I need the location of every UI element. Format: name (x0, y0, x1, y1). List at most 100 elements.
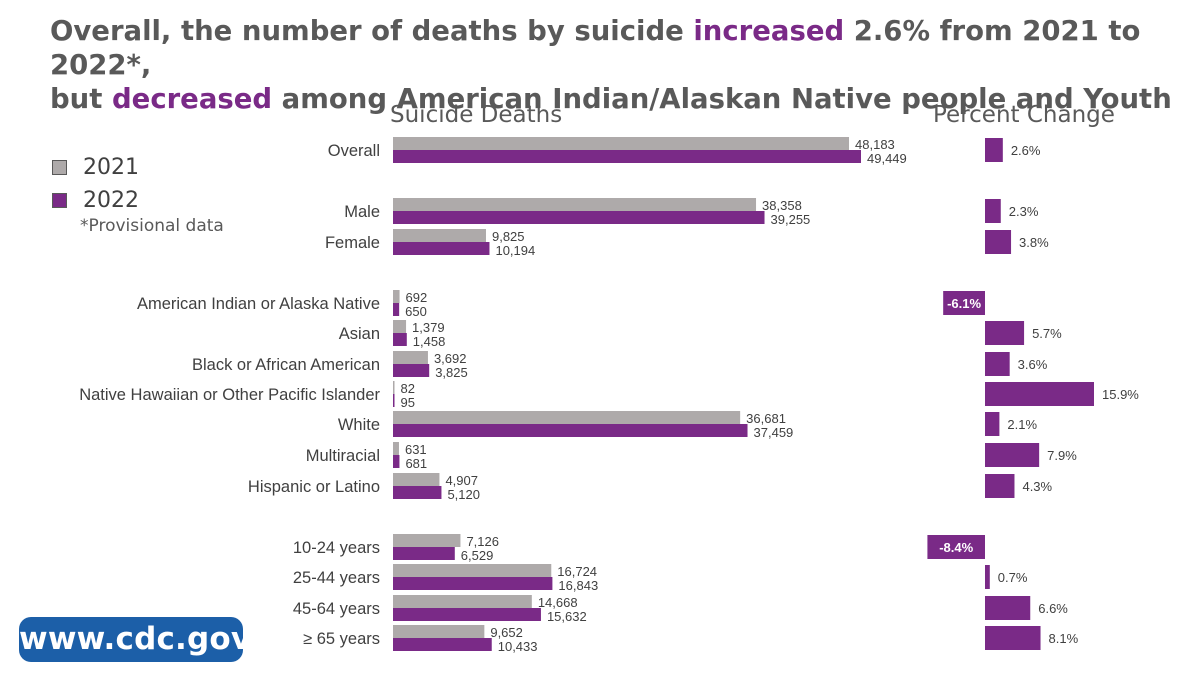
pct-label-asian: 5.7% (1032, 326, 1062, 341)
bar-2021-25-44-years (393, 564, 552, 577)
category-label-american-indian-or-alaska-native: American Indian or Alaska Native (137, 295, 380, 313)
bar-2022-overall (393, 150, 861, 163)
category-label-ge-65-years: ≥ 65 years (303, 630, 380, 648)
value-label-2022-american-indian-or-alaska-native: 650 (405, 304, 427, 319)
value-label-2021-hispanic-or-latino: 4,907 (445, 473, 478, 488)
bar-2022-native-hawaiian-or-other-pacific-islander (393, 394, 395, 407)
bar-2021-hispanic-or-latino (393, 473, 440, 486)
pct-label-male: 2.3% (1009, 204, 1039, 219)
bar-2021-female (393, 229, 486, 242)
value-label-2022-45-64-years: 15,632 (547, 609, 587, 624)
value-label-2021-25-44-years: 16,724 (557, 564, 597, 579)
value-label-2021-multiracial: 631 (405, 442, 427, 457)
bar-2022-american-indian-or-alaska-native (393, 303, 400, 316)
category-label-overall: Overall (328, 142, 380, 160)
pct-bar-white (985, 412, 1000, 436)
title-highlight-decreased: decreased (111, 83, 273, 115)
pct-label-multiracial: 7.9% (1047, 448, 1077, 463)
pct-label-45-64-years: 6.6% (1038, 601, 1068, 616)
bar-2022-white (393, 424, 748, 437)
pct-bar-multiracial (985, 443, 1040, 467)
category-label-hispanic-or-latino: Hispanic or Latino (248, 478, 380, 496)
bar-2021-male (393, 198, 757, 211)
suicide-deaths-header: Suicide Deaths (390, 102, 563, 128)
pct-bar-overall (985, 138, 1003, 162)
bar-2022-multiracial (393, 455, 400, 468)
legend-swatch-2021 (52, 160, 67, 175)
value-label-2022-female: 10,194 (495, 243, 535, 258)
pct-bar-10-24-years (927, 535, 985, 559)
legend-item-2022: 2022 (52, 188, 139, 213)
legend-label-2022: 2022 (83, 188, 139, 213)
category-label-male: Male (344, 203, 380, 221)
category-label-10-24-years: 10-24 years (293, 539, 380, 557)
pct-label-25-44-years: 0.7% (998, 570, 1028, 585)
category-label-asian: Asian (339, 325, 380, 343)
title-highlight-increased: increased (693, 15, 845, 47)
category-label-45-64-years: 45-64 years (293, 600, 380, 618)
value-label-2022-multiracial: 681 (405, 456, 427, 471)
bar-2022-asian (393, 333, 407, 346)
value-label-2021-asian: 1,379 (412, 320, 445, 335)
bar-2022-female (393, 242, 490, 255)
bar-2021-10-24-years (393, 534, 461, 547)
category-label-female: Female (325, 234, 380, 252)
pct-bar-asian (985, 321, 1025, 345)
value-label-2022-ge-65-years: 10,433 (498, 639, 538, 654)
bar-2021-multiracial (393, 442, 399, 455)
value-label-2021-10-24-years: 7,126 (466, 534, 499, 549)
value-label-2022-male: 39,255 (771, 212, 811, 227)
category-label-black-or-african-american: Black or African American (192, 356, 380, 374)
bar-2022-45-64-years (393, 608, 541, 621)
title-line1: Overall, the number of deaths by suicide… (50, 15, 1141, 81)
value-label-2022-25-44-years: 16,843 (558, 578, 598, 593)
category-label-25-44-years: 25-44 years (293, 569, 380, 587)
value-label-2021-ge-65-years: 9,652 (490, 625, 523, 640)
legend-label-2021: 2021 (83, 155, 139, 180)
bar-2021-asian (393, 320, 407, 333)
chart-title: Overall, the number of deaths by suicide… (50, 14, 1180, 116)
value-label-2021-white: 36,681 (746, 411, 786, 426)
value-label-2022-hispanic-or-latino: 5,120 (447, 487, 480, 502)
title-line2: but decreased among American Indian/Alas… (50, 83, 1172, 115)
value-label-2022-native-hawaiian-or-other-pacific-islander: 95 (401, 395, 415, 410)
pct-bar-hispanic-or-latino (985, 474, 1015, 498)
bar-2021-native-hawaiian-or-other-pacific-islander (393, 381, 395, 394)
pct-label-overall: 2.6% (1011, 143, 1041, 158)
bar-2021-ge-65-years (393, 625, 485, 638)
pct-bar-45-64-years (985, 596, 1031, 620)
percent-change-header: Percent Change (933, 102, 1115, 128)
bar-2022-10-24-years (393, 547, 455, 560)
bar-2022-male (393, 211, 765, 224)
pct-bar-ge-65-years (985, 626, 1041, 650)
provisional-footnote: *Provisional data (80, 216, 224, 236)
pct-bar-male (985, 199, 1001, 223)
category-label-native-hawaiian-or-other-pacific-islander: Native Hawaiian or Other Pacific Islande… (79, 386, 380, 404)
pct-label-white: 2.1% (1007, 417, 1037, 432)
legend-item-2021: 2021 (52, 155, 139, 180)
value-label-2021-female: 9,825 (492, 229, 525, 244)
bar-2022-ge-65-years (393, 638, 492, 651)
value-label-2021-american-indian-or-alaska-native: 692 (406, 290, 428, 305)
bar-2021-black-or-african-american (393, 351, 428, 364)
value-label-2022-white: 37,459 (754, 425, 794, 440)
value-label-2022-10-24-years: 6,529 (461, 548, 494, 563)
pct-bar-native-hawaiian-or-other-pacific-islander (985, 382, 1094, 406)
legend-swatch-2022 (52, 193, 67, 208)
pct-label-ge-65-years: 8.1% (1049, 631, 1079, 646)
pct-label-10-24-years: -8.4% (939, 540, 973, 555)
value-label-2021-male: 38,358 (762, 198, 802, 213)
category-label-white: White (338, 416, 380, 434)
pct-bar-female (985, 230, 1012, 254)
bar-2022-black-or-african-american (393, 364, 430, 377)
pct-label-female: 3.8% (1019, 235, 1049, 250)
category-label-multiracial: Multiracial (306, 447, 380, 465)
cdc-website-badge[interactable]: www.cdc.gov (19, 617, 251, 662)
bar-2021-45-64-years (393, 595, 532, 608)
pct-bar-25-44-years (985, 565, 990, 589)
value-label-2021-black-or-african-american: 3,692 (434, 351, 467, 366)
value-label-2021-overall: 48,183 (855, 137, 895, 152)
value-label-2022-overall: 49,449 (867, 151, 907, 166)
value-label-2022-black-or-african-american: 3,825 (435, 365, 468, 380)
